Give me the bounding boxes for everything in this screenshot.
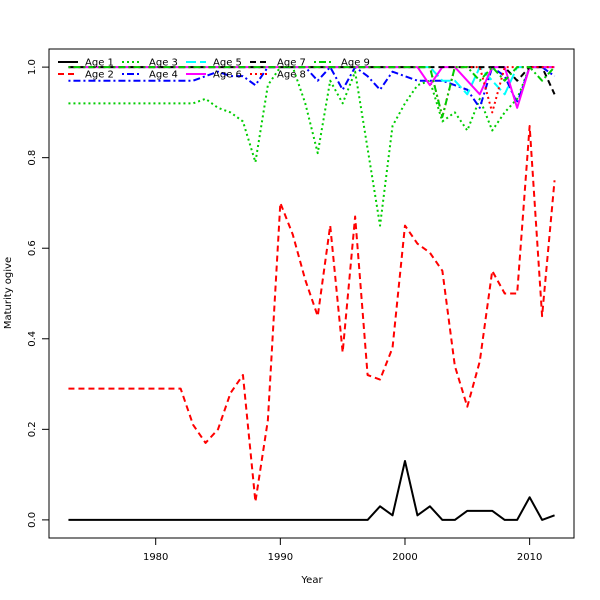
legend-label: Age 3	[149, 58, 178, 69]
legend-item-age-3: Age 3	[122, 58, 178, 69]
y-tick-label: 0.4	[27, 331, 38, 347]
x-axis-title: Year	[300, 575, 323, 586]
legend-item-age-6: Age 6	[186, 70, 242, 81]
x-tick-label: 1990	[268, 552, 293, 563]
legend-label: Age 4	[149, 70, 178, 81]
y-tick-label: 0.0	[27, 512, 38, 528]
legend-label: Age 5	[213, 58, 242, 69]
legend-item-age-1: Age 1	[58, 58, 114, 69]
y-tick-label: 0.2	[27, 421, 38, 437]
plot-frame	[48, 48, 575, 539]
legend-item-age-5: Age 5	[186, 58, 242, 69]
legend-label: Age 9	[341, 58, 370, 69]
x-tick-label: 2000	[392, 552, 417, 563]
y-tick-label: 0.6	[27, 240, 38, 256]
y-axis: 0.0 0.2 0.4 0.6 0.8 1.0	[27, 59, 49, 528]
x-tick-label: 2010	[517, 552, 542, 563]
legend-label: Age 7	[277, 58, 306, 69]
legend-item-age-2: Age 2	[58, 70, 114, 81]
series-line-age-3	[68, 66, 555, 227]
series-line-age-2	[68, 124, 556, 503]
legend-item-age-9: Age 9	[314, 58, 370, 69]
series-layer	[68, 66, 556, 521]
legend-item-age-8: Age 8	[250, 70, 306, 81]
legend-label: Age 6	[213, 70, 242, 81]
series-line-age-9	[68, 66, 556, 118]
y-axis-title: Maturity ogive	[3, 257, 14, 329]
series-line-age-4	[68, 66, 556, 109]
legend-label: Age 1	[85, 58, 114, 69]
y-tick-label: 1.0	[27, 59, 38, 75]
x-axis: 1980 1990 2000 2010	[143, 538, 542, 563]
series-line-age-1	[68, 460, 555, 521]
legend-item-age-4: Age 4	[122, 70, 178, 81]
legend-item-age-7: Age 7	[250, 58, 306, 69]
x-tick-label: 1980	[143, 552, 168, 563]
legend-label: Age 2	[85, 70, 114, 81]
y-tick-label: 0.8	[27, 150, 38, 166]
legend-label: Age 8	[277, 70, 306, 81]
